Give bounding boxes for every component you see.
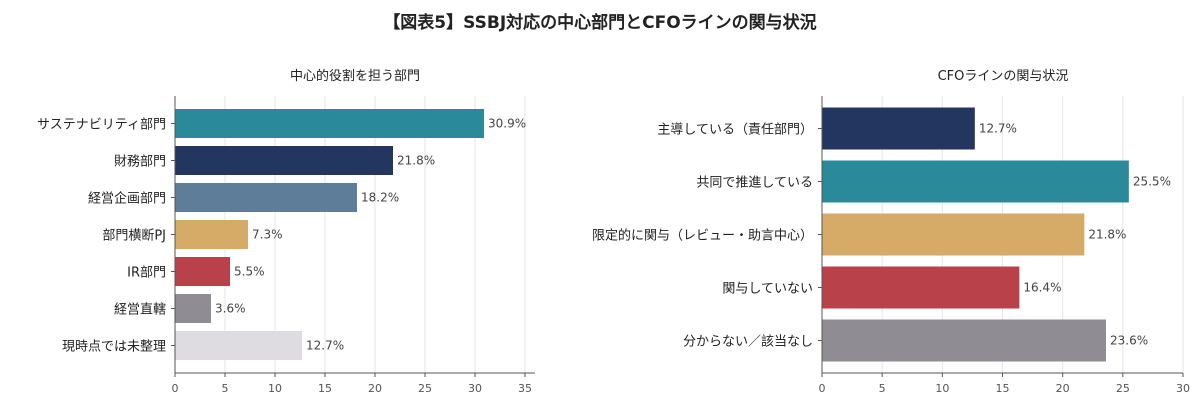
chart1-value-label-7: 12.7% [306,339,344,353]
chart2-category-label-2: 共同で推進している [696,176,813,191]
chart1-value-label-1: 30.9% [488,117,526,131]
chart1-category-label-3: 経営企画部門 [88,191,166,207]
chart1-bar-1 [175,109,484,138]
chart1-bar-4 [175,220,248,249]
chart2-xtick-label-3: 10 [935,382,949,395]
chart1-xtick-label-1: 0 [172,382,179,395]
chart2-category-label-3: 限定的に関与（レビュー・助言中心） [592,228,813,244]
chart2-title: CFOラインの関与状況 [938,69,1069,84]
chart1-category-label-1: サステナビリティ部門 [37,118,166,133]
chart1-xtick-label-5: 20 [368,382,382,395]
chart1-category-label-4: 部門横断PJ [102,229,166,244]
chart1-value-label-6: 3.6% [215,302,246,316]
chart2-value-label-2: 25.5% [1133,175,1171,189]
chart1-xtick-label-7: 30 [468,382,482,395]
chart2-value-label-4: 16.4% [1023,281,1061,295]
chart1-xtick-label-4: 15 [318,382,332,395]
chart1-bar-3 [175,183,357,212]
chart1-xtick-label-6: 25 [418,382,432,395]
chart1-value-label-3: 18.2% [361,191,399,205]
chart2-bar-2 [822,160,1129,203]
chart1-xtick-label-3: 10 [268,382,282,395]
chart1-category-label-7: 現時点では未整理 [62,340,166,355]
chart1-xtick-label-8: 35 [518,382,532,395]
chart1-value-label-2: 21.8% [397,154,435,168]
chart2-value-label-1: 12.7% [979,122,1017,136]
chart2-xtick-label-7: 30 [1176,382,1190,395]
chart1-bar-6 [175,294,211,323]
chart2-xtick-label-1: 0 [819,382,826,395]
chart2-bar-1 [822,107,975,150]
chart2-xtick-label-2: 5 [879,382,886,395]
figure-title: 【図表5】SSBJ対応の中心部門とCFOラインの関与状況 [383,13,817,33]
chart2-xtick-label-6: 25 [1116,382,1130,395]
chart1-value-label-4: 7.3% [252,228,283,242]
chart2-xtick-label-4: 15 [996,382,1010,395]
chart2-xtick-label-5: 20 [1056,382,1070,395]
chart1-bar-7 [175,331,302,360]
chart1-title: 中心的役割を担う部門 [290,68,420,84]
chart2-category-label-1: 主導している（責任部門） [657,123,813,138]
chart1-category-label-6: 経営直轄 [114,302,166,318]
chart2-bar-4 [822,266,1020,309]
chart2-value-label-3: 21.8% [1088,228,1126,242]
chart2-bar-5 [822,319,1106,362]
chart1-bar-5 [175,257,230,286]
chart1-category-label-5: IR部門 [127,266,166,281]
chart2-category-label-5: 分からない／該当なし [683,334,813,350]
chart1-xtick-label-2: 5 [222,382,229,395]
chart1-category-label-2: 財務部門 [114,155,166,170]
chart2-value-label-5: 23.6% [1110,334,1148,348]
chart2-category-label-4: 関与していない [722,282,813,297]
chart1-value-label-5: 5.5% [234,265,265,279]
chart1-bar-2 [175,146,393,175]
chart2-bar-3 [822,213,1085,256]
